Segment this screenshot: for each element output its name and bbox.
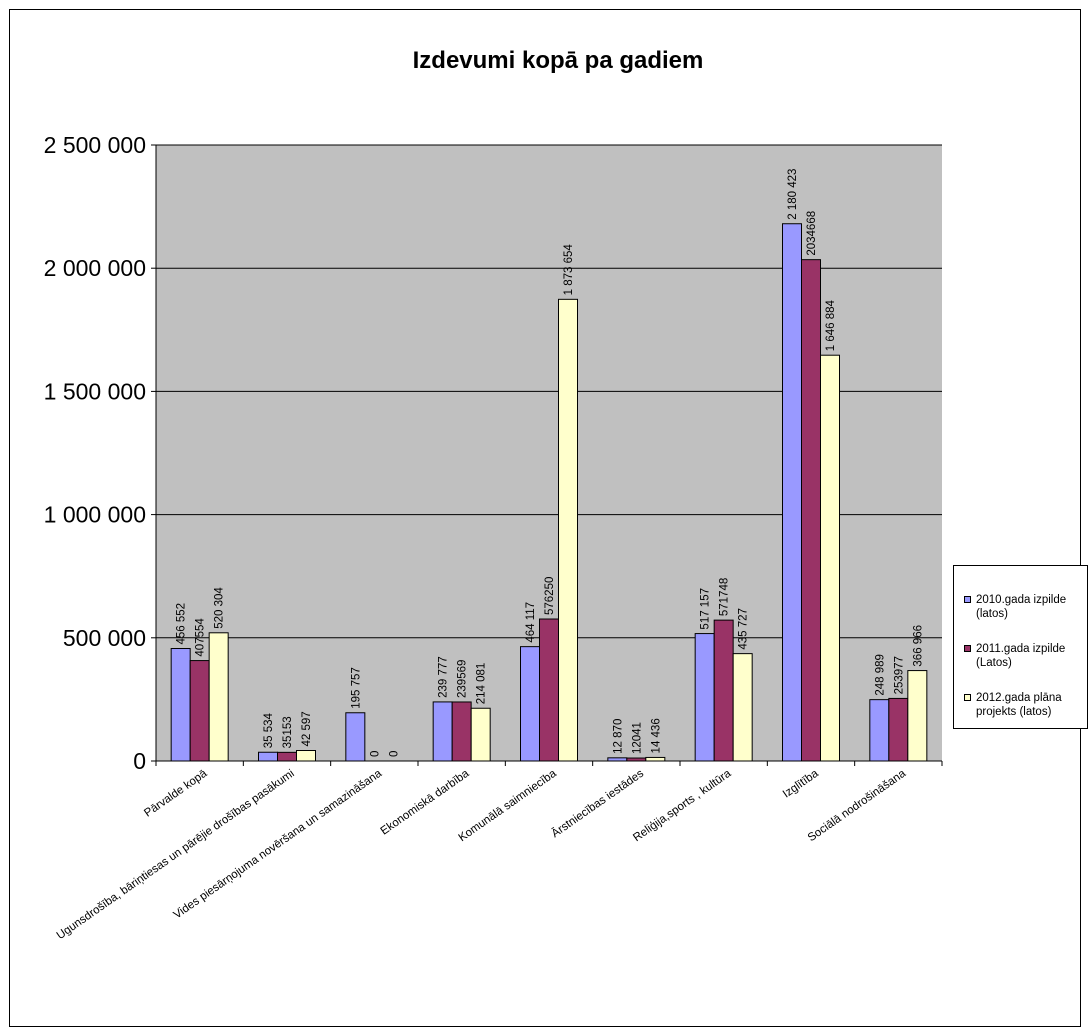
y-tick-label: 0 — [133, 748, 146, 774]
legend-label-2011: 2011.gada izpilde (Latos) — [976, 643, 1066, 669]
bar — [888, 697, 909, 762]
bar — [645, 756, 666, 762]
x-tick-label: Izglītība — [781, 767, 821, 800]
bar — [539, 618, 559, 762]
data-label: 2 180 423 — [787, 169, 799, 220]
bar — [520, 646, 540, 762]
bar — [451, 701, 472, 762]
data-label: 366 966 — [912, 625, 924, 667]
y-tick-label: 1 000 000 — [44, 502, 146, 528]
data-label: 576250 — [544, 577, 556, 615]
bar — [432, 701, 453, 762]
y-tick-label: 1 500 000 — [44, 378, 146, 404]
data-label: 435 727 — [738, 608, 750, 650]
bar — [907, 670, 928, 762]
data-label: 195 757 — [350, 667, 362, 709]
legend-swatch-2010 — [964, 596, 971, 603]
y-tick-label: 2 000 000 — [44, 255, 146, 281]
legend: 2010.gada izpilde (latos) 2011.gada izpi… — [953, 565, 1088, 729]
data-label: 214 081 — [476, 663, 488, 705]
bar — [296, 750, 316, 762]
data-label: 0 — [369, 751, 381, 757]
bar — [470, 707, 491, 762]
legend-swatch-2011 — [964, 645, 971, 652]
bar — [694, 633, 715, 762]
legend-label-2012: 2012.gada plāna projekts (latos) — [976, 692, 1062, 718]
x-tick-label: Ārstniecības iestādes — [550, 767, 647, 840]
bar — [626, 757, 647, 762]
bar — [820, 354, 840, 762]
bar — [713, 619, 734, 762]
data-label: 407554 — [195, 618, 207, 657]
x-tick-label: Pārvalde kopā — [142, 767, 210, 819]
data-label: 2034668 — [806, 211, 818, 256]
data-label: 0 — [388, 751, 400, 757]
bar — [869, 699, 890, 762]
x-tick-label: Reliģija,sports , kultūra — [631, 766, 734, 844]
bar — [208, 632, 229, 762]
data-label: 35 534 — [263, 712, 275, 748]
data-label: 464 117 — [525, 602, 537, 643]
legend-label-2010: 2010.gada izpilde (latos) — [976, 594, 1067, 620]
bar — [258, 751, 278, 762]
bar — [189, 660, 210, 762]
data-label: 12041 — [631, 722, 643, 754]
data-label: 517 157 — [700, 588, 712, 630]
data-label: 239 777 — [438, 656, 450, 698]
x-tick-label: Sociālā nodrošināšana — [806, 767, 909, 844]
data-label: 12 870 — [612, 719, 624, 754]
data-label: 520 304 — [214, 587, 226, 629]
bar — [732, 653, 753, 762]
chart-frame: Izdevumi kopā pa gadiem 0 500 000 1 000 000… — [9, 9, 1088, 1027]
data-label: 1 646 884 — [825, 299, 837, 351]
y-tick-label: 2 500 000 — [44, 132, 146, 158]
bar — [170, 648, 191, 762]
bar — [782, 223, 802, 762]
x-tick-label: Komunālā saimniecība — [457, 767, 560, 844]
y-tick-label: 500 000 — [63, 625, 146, 651]
data-label: 571748 — [719, 578, 731, 616]
bar — [558, 298, 578, 762]
data-label: 248 989 — [874, 654, 886, 696]
x-tick-label: Ekonomiskā darbība — [379, 767, 472, 837]
data-label: 35153 — [282, 716, 294, 748]
data-label: 14 436 — [650, 718, 662, 753]
data-label: 1 873 654 — [563, 244, 575, 296]
bar — [277, 751, 297, 762]
data-label: 253977 — [893, 656, 905, 694]
legend-swatch-2012 — [964, 694, 971, 701]
bar — [345, 712, 366, 762]
bar — [607, 757, 628, 762]
bar — [801, 259, 821, 762]
data-label: 42 597 — [301, 711, 313, 746]
data-label: 239569 — [457, 660, 469, 698]
data-label: 456 552 — [176, 603, 188, 645]
chart-svg: Izdevumi kopā pa gadiem 0 500 000 1 000 000… — [44, 47, 943, 942]
chart-title: Izdevumi kopā pa gadiem — [413, 47, 704, 74]
